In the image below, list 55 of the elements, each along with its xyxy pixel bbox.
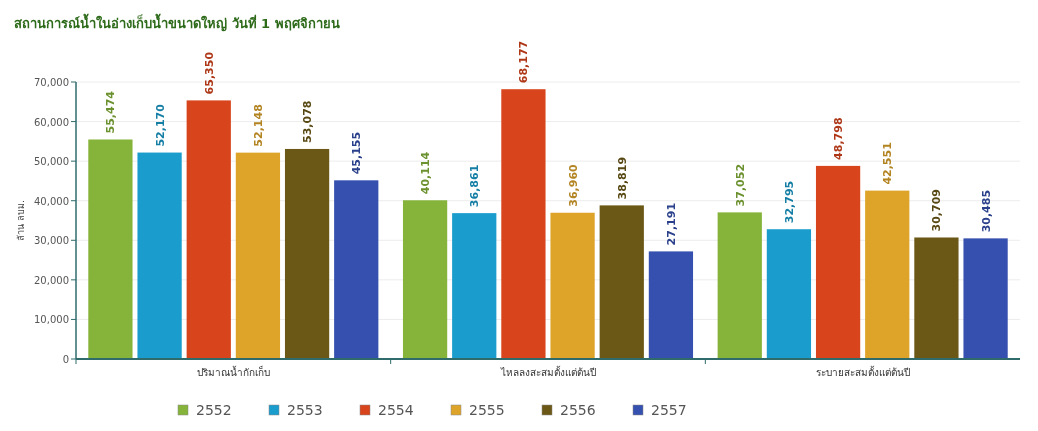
bar [137,152,182,359]
data-label: 45,155 [350,131,364,175]
y-tick-label: 30,000 [34,235,69,247]
x-tick-label: ปริมาณน้ำกักเก็บ [196,365,270,378]
bar [284,148,330,359]
chart-title: สถานการณ์น้ำในอ่างเก็บน้ำขนาดใหญ่ วันที่ 1 พฤศจิกายน [14,13,340,32]
y-tick-label: 60,000 [34,116,69,128]
data-label: 40,114 [419,151,433,195]
bar [550,212,595,359]
data-label: 32,795 [782,180,796,224]
y-tick-label: 0 [62,354,69,365]
y-tick-label: 40,000 [34,195,69,207]
x-tick-label: ไหลลงสะสมตั้งแต่ต้นปี [499,365,596,378]
data-label: 30,709 [930,189,944,232]
data-label: 37,052 [733,163,747,207]
data-label: 36,861 [468,164,482,208]
bar [648,251,694,359]
bar [334,180,379,359]
legend-label: 2553 [287,402,323,418]
legend-label: 2556 [560,402,596,418]
data-label: 27,191 [664,202,678,246]
bar [88,139,133,359]
legend-label: 2554 [378,402,414,418]
bar [865,190,910,359]
data-label: 68,177 [517,40,531,84]
legend-label: 2555 [469,402,505,418]
data-label: 42,551 [881,142,895,185]
data-label: 30,485 [979,189,993,233]
legend-label: 2557 [651,402,687,418]
y-tick-label: 20,000 [34,274,69,286]
y-tick-label: 70,000 [34,77,69,88]
data-label: 52,148 [251,104,265,147]
bar [766,229,812,359]
data-label: 53,078 [301,100,315,143]
bar [963,238,1008,359]
bar [914,237,959,359]
legend-label: 2552 [196,402,232,418]
y-tick-label: 10,000 [34,314,69,326]
data-label: 52,170 [153,103,167,147]
bar [501,89,546,359]
bar [186,100,231,359]
bar [452,213,497,359]
data-label: 65,350 [202,51,216,95]
bar [402,200,448,359]
bar [815,165,861,359]
y-axis-title: ล้าน ลบม. [16,200,26,241]
bar [717,212,762,359]
bar [235,152,281,359]
bar [599,205,644,359]
x-tick-label: ระบายสะสมตั้งแต่ต้นปี [815,365,910,378]
data-label: 55,474 [104,90,118,134]
y-tick-label: 50,000 [34,156,69,168]
data-label: 36,960 [566,163,580,207]
data-label: 38,819 [615,156,629,200]
data-label: 48,798 [832,117,846,160]
